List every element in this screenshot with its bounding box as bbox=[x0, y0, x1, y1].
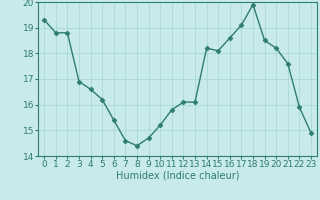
X-axis label: Humidex (Indice chaleur): Humidex (Indice chaleur) bbox=[116, 171, 239, 181]
